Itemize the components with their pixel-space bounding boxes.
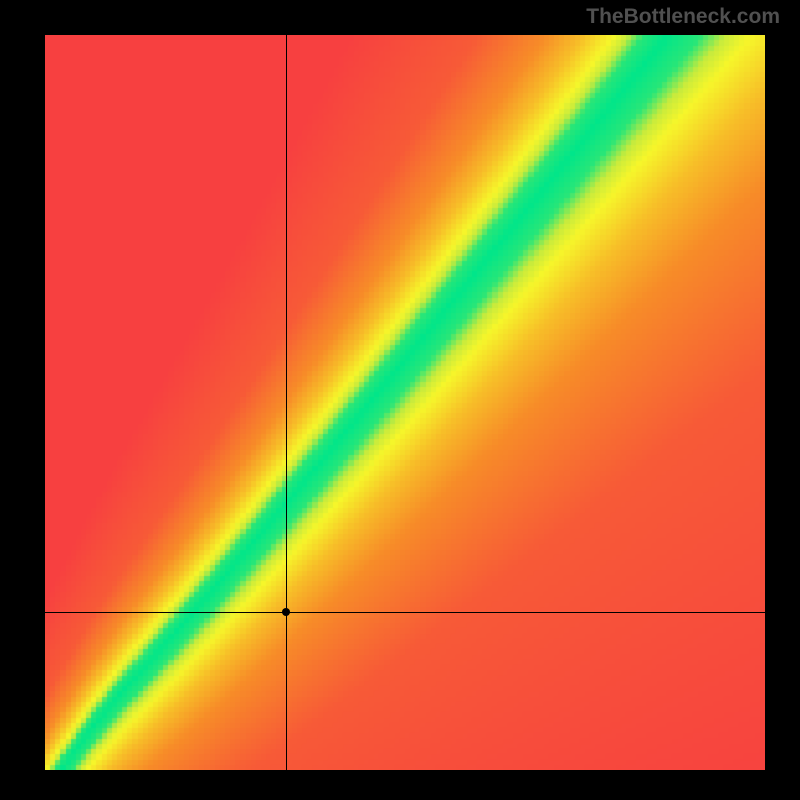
crosshair-vertical xyxy=(286,35,287,770)
crosshair-horizontal xyxy=(45,612,765,613)
marker-point xyxy=(282,608,290,616)
heatmap-plot xyxy=(45,35,765,770)
watermark-label: TheBottleneck.com xyxy=(586,5,780,29)
heatmap-canvas xyxy=(45,35,765,770)
